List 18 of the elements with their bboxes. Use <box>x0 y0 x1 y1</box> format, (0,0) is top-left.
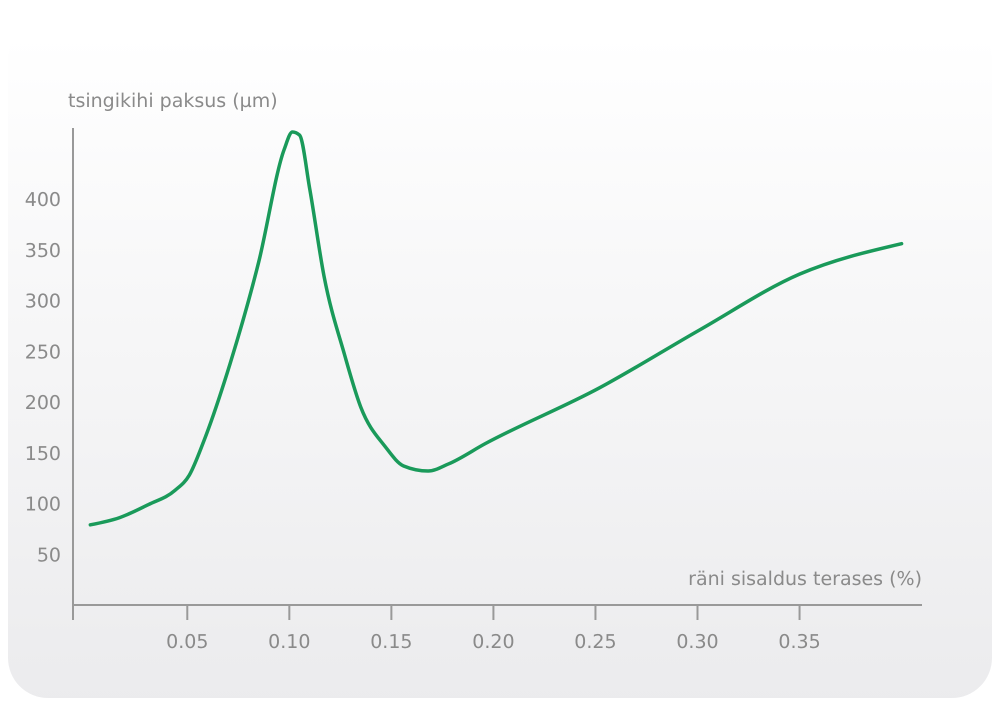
y-tick-label: 350 <box>24 240 61 262</box>
x-axis-title: räni sisaldus terases (%) <box>688 568 922 590</box>
y-tick-label: 300 <box>24 290 61 313</box>
y-tick-label: 100 <box>24 494 61 516</box>
line-series <box>88 130 904 527</box>
x-tick-label: 0.30 <box>676 631 719 653</box>
x-tick-label: 0.35 <box>778 631 821 653</box>
y-tick-label: 150 <box>24 442 61 465</box>
y-tick-label: 50 <box>36 544 61 566</box>
x-tick-label: 0.05 <box>166 631 208 653</box>
x-tick-label: 0.25 <box>574 631 617 653</box>
y-axis-title: tsingikihi paksus (µm) <box>68 90 278 112</box>
y-tick-label: 250 <box>24 341 61 364</box>
y-tick-label: 200 <box>24 392 61 414</box>
x-tick-label: 0.10 <box>268 631 310 653</box>
x-tick-label: 0.20 <box>472 631 515 653</box>
x-tick-label: 0.15 <box>370 631 413 653</box>
y-tick-label: 400 <box>24 189 61 212</box>
